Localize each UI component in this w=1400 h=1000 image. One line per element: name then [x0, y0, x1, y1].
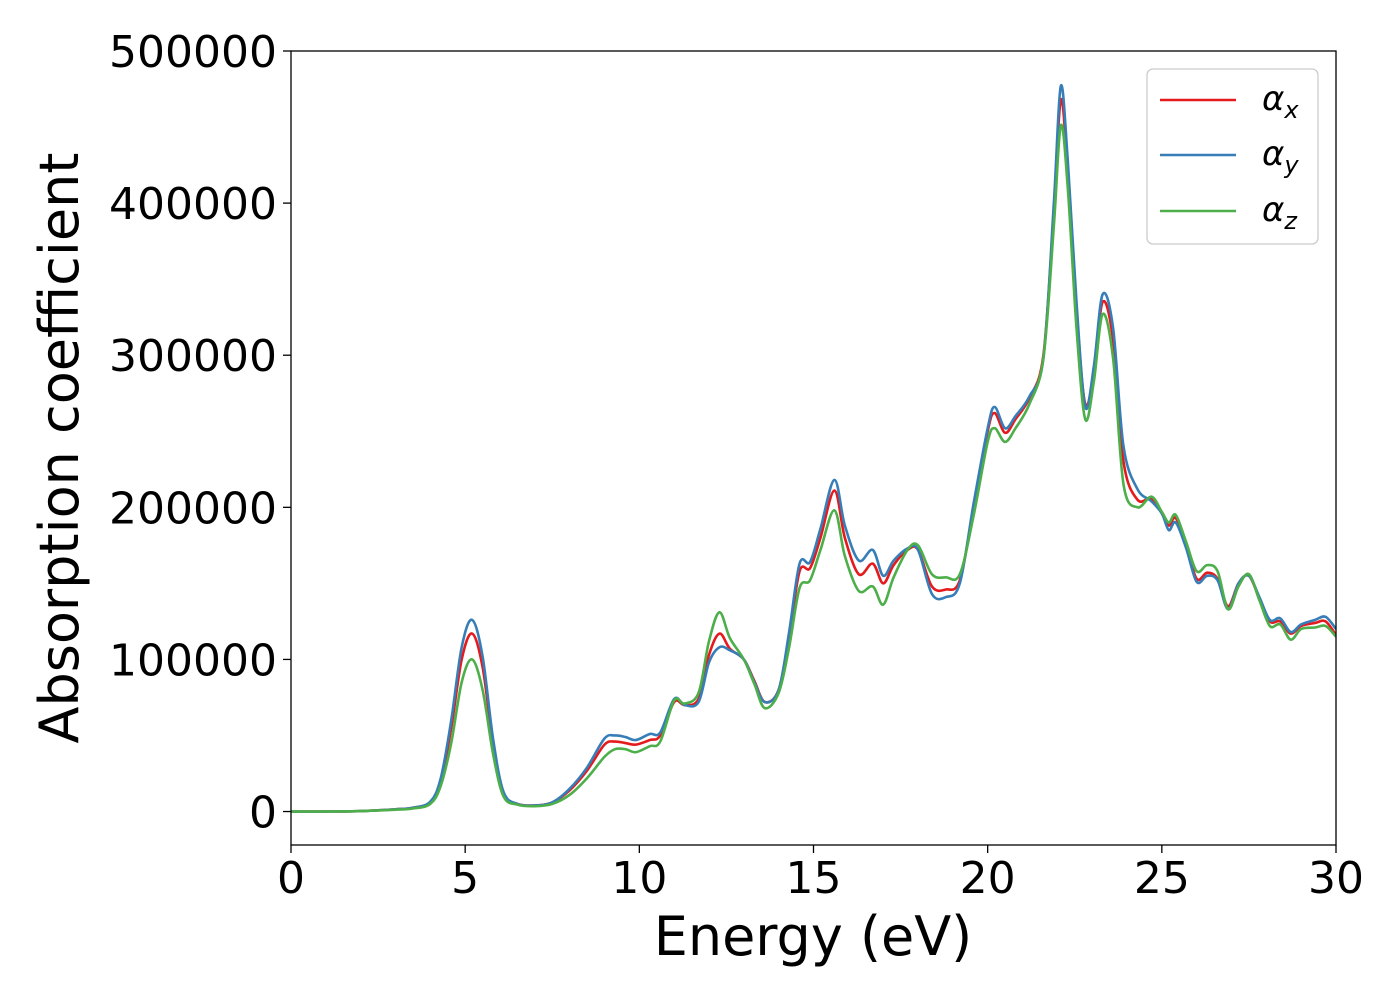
- y-tick-label-3: 300000: [109, 331, 277, 382]
- series-layer: [291, 84, 1336, 813]
- y-tick-label-4: 400000: [109, 179, 277, 230]
- x-tick-label-1: 5: [451, 853, 479, 904]
- legend: αx αy αz: [1146, 68, 1319, 245]
- x-tick-label-3: 15: [786, 853, 842, 904]
- x-tick-label-5: 25: [1134, 853, 1190, 904]
- y-axis-label: Absorption coefficient: [28, 153, 91, 744]
- y-tick-label-5: 500000: [109, 27, 277, 78]
- x-tick-label-2: 10: [611, 853, 667, 904]
- x-tick-label-4: 20: [960, 853, 1016, 904]
- legend-entries: αx αy αz: [1160, 79, 1299, 235]
- plot-frame: [290, 50, 1337, 846]
- legend-box: [1146, 68, 1319, 245]
- legend-label-z: αz: [1262, 190, 1298, 235]
- y-tick-label-1: 100000: [109, 635, 277, 686]
- y-tick-label-2: 200000: [109, 483, 277, 534]
- x-axis-ticks: 0 5 10 15 20 25 30: [277, 845, 1364, 904]
- x-tick-label-6: 30: [1308, 853, 1364, 904]
- y-axis-ticks: 0 100000 200000 300000 400000 500000: [109, 27, 291, 839]
- series-line-z: [291, 123, 1336, 813]
- x-axis-label: Energy (eV): [654, 905, 973, 968]
- x-tick-label-0: 0: [277, 853, 305, 904]
- y-tick-label-0: 0: [249, 788, 277, 839]
- legend-label-x: αx: [1262, 79, 1299, 124]
- legend-label-y: αy: [1262, 134, 1299, 179]
